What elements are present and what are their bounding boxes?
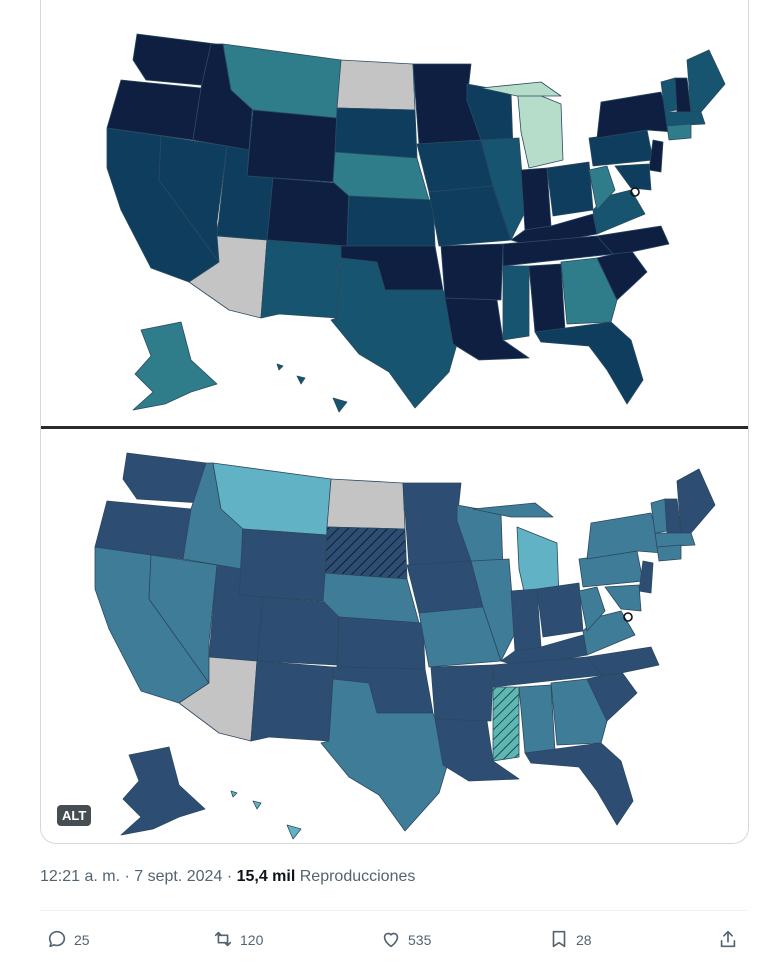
state-nj [648,139,664,173]
state-md [604,584,642,612]
state-ar [430,664,494,722]
dc-marker [623,612,633,622]
state-ct [656,544,682,562]
state-nd [336,59,416,111]
state-ks [336,616,426,670]
state-wa [122,452,207,504]
share-button[interactable] [717,918,739,962]
tweet-time[interactable]: 12:21 a. m. [40,868,121,885]
views-count: 15,4 mil [236,868,296,885]
panel-divider [41,426,748,429]
state-hi [230,790,302,840]
state-il [470,558,516,662]
state-wv [578,586,606,632]
bookmark-icon [548,928,570,953]
state-mi [516,85,564,169]
state-la [444,297,530,361]
meta-separator: · [226,868,233,885]
state-fl [534,321,644,405]
state-al [528,263,566,333]
state-mi-up [480,81,562,97]
state-ma [664,111,706,127]
state-ak [132,321,218,411]
actions-divider [40,910,747,911]
state-tx [330,257,462,409]
state-ct [666,123,692,141]
state-nc [586,646,660,676]
reply-count: 25 [74,932,90,948]
state-oh [536,582,584,638]
state-sd [324,526,408,580]
meta-separator: · [124,868,130,885]
state-sd [334,107,418,159]
state-wy [238,528,328,602]
state-nj [638,560,654,594]
state-ne [332,151,430,201]
bookmark-button[interactable]: 28 [548,918,592,962]
state-ne [322,572,420,624]
state-nm [250,660,334,742]
tweet-meta: 12:21 a. m. · 7 sept. 2024 · 15,4 mil Re… [40,868,415,886]
state-hi [276,363,348,413]
us-map-top [106,33,726,413]
tweet-actions: 25 120 535 28 [40,918,747,962]
views-label: Reproducciones [299,868,416,885]
like-button[interactable]: 535 [380,918,431,962]
state-ms [492,686,520,762]
state-la [434,718,520,782]
state-ny [596,91,674,139]
state-fl [524,742,634,826]
reply-button[interactable]: 25 [46,918,90,962]
state-ga [550,678,608,746]
tweet-media[interactable]: ALT [40,0,749,844]
state-ma [654,532,696,548]
heart-icon [380,928,402,953]
state-me [676,468,716,534]
state-in [510,588,542,652]
like-count: 535 [408,932,432,948]
repost-icon [212,928,234,953]
bookmark-count: 28 [576,932,592,948]
reply-icon [46,928,68,953]
state-co [256,596,340,666]
state-me [686,49,726,113]
repost-count: 120 [240,932,264,948]
state-nc [596,225,670,255]
state-il [480,137,526,241]
state-ny [586,512,664,560]
repost-button[interactable]: 120 [212,918,263,962]
state-ks [346,195,436,247]
state-ms [502,265,530,341]
state-nm [260,239,342,319]
state-nd [326,478,406,530]
state-wa [132,33,217,87]
dc-marker [630,187,640,197]
state-ia [416,139,494,193]
state-oh [546,161,594,217]
state-al [518,684,556,754]
state-tx [320,678,452,832]
state-wy [246,109,338,183]
state-in [520,167,552,231]
state-co [266,177,350,247]
us-map-bottom [94,452,716,840]
state-ia [406,560,484,614]
state-mi-up [472,502,554,518]
alt-badge[interactable]: ALT [57,805,92,826]
state-ak [120,746,206,836]
tweet-date[interactable]: 7 sept. 2024 [134,868,223,885]
state-ar [440,243,504,301]
state-wv [588,165,616,211]
share-icon [717,928,739,953]
state-ga [560,257,618,325]
state-md [614,163,652,191]
